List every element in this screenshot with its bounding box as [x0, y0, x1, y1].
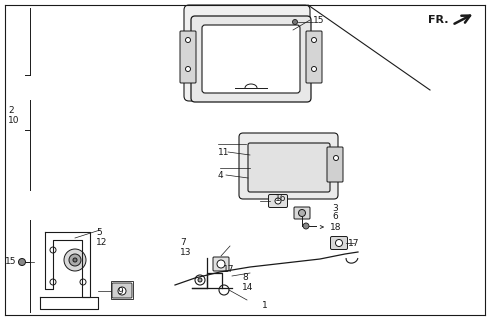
Circle shape — [186, 37, 191, 43]
FancyBboxPatch shape — [327, 147, 343, 182]
Text: 3: 3 — [332, 204, 338, 212]
Circle shape — [312, 37, 317, 43]
Circle shape — [64, 249, 86, 271]
FancyBboxPatch shape — [294, 207, 310, 219]
Circle shape — [334, 156, 339, 161]
Circle shape — [118, 287, 126, 295]
Text: 15: 15 — [5, 258, 17, 267]
Text: 17: 17 — [348, 238, 360, 247]
Circle shape — [73, 258, 77, 262]
Text: 8: 8 — [242, 274, 248, 283]
Circle shape — [186, 67, 191, 71]
Text: 11: 11 — [218, 148, 229, 156]
Circle shape — [298, 210, 305, 217]
FancyBboxPatch shape — [330, 236, 347, 250]
Text: 1: 1 — [262, 301, 268, 310]
FancyBboxPatch shape — [184, 5, 310, 101]
Circle shape — [80, 279, 86, 285]
Circle shape — [275, 198, 281, 204]
Circle shape — [50, 247, 56, 253]
Text: 15: 15 — [313, 15, 324, 25]
Text: 2: 2 — [8, 106, 14, 115]
Circle shape — [216, 262, 224, 270]
Text: 13: 13 — [180, 247, 192, 257]
Text: 12: 12 — [96, 237, 107, 246]
Text: 5: 5 — [96, 228, 102, 236]
Text: 10: 10 — [8, 116, 20, 124]
Circle shape — [198, 278, 202, 282]
Text: 7: 7 — [180, 237, 186, 246]
FancyBboxPatch shape — [248, 143, 330, 192]
Circle shape — [293, 20, 297, 25]
Text: 9: 9 — [117, 286, 123, 295]
Text: 14: 14 — [242, 284, 253, 292]
Text: 16: 16 — [275, 194, 287, 203]
Text: 18: 18 — [330, 222, 342, 231]
FancyBboxPatch shape — [191, 16, 311, 102]
Text: 17: 17 — [223, 266, 235, 275]
FancyBboxPatch shape — [239, 133, 338, 199]
Circle shape — [69, 254, 81, 266]
FancyBboxPatch shape — [202, 25, 300, 93]
Circle shape — [50, 279, 56, 285]
Circle shape — [336, 239, 343, 246]
FancyBboxPatch shape — [112, 283, 132, 298]
Text: FR.: FR. — [428, 15, 448, 25]
Circle shape — [303, 223, 309, 229]
FancyBboxPatch shape — [306, 31, 322, 83]
Circle shape — [312, 67, 317, 71]
Text: 6: 6 — [332, 212, 338, 220]
Text: 4: 4 — [218, 171, 223, 180]
Circle shape — [195, 275, 205, 285]
Circle shape — [217, 260, 225, 268]
Circle shape — [19, 259, 25, 266]
FancyBboxPatch shape — [213, 257, 229, 271]
Bar — [111, 281, 133, 299]
FancyBboxPatch shape — [180, 31, 196, 83]
FancyBboxPatch shape — [269, 195, 288, 207]
Circle shape — [219, 285, 229, 295]
